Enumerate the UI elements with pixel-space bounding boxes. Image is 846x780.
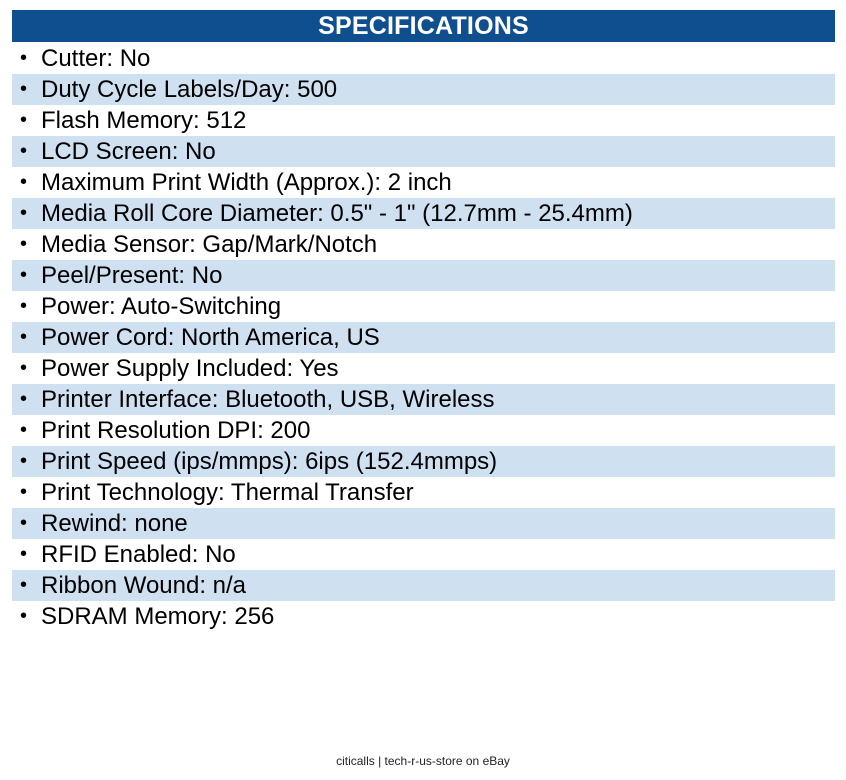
spec-text: Media Sensor: Gap/Mark/Notch — [41, 231, 378, 258]
spec-row: • Printer Interface: Bluetooth, USB, Wire… — [12, 384, 835, 415]
bullet-icon: • — [20, 140, 28, 162]
specifications-header: SPECIFICATIONS — [12, 10, 835, 42]
spec-text: Ribbon Wound: n/a — [41, 572, 247, 599]
bullet-icon: • — [20, 419, 28, 441]
bullet-icon: • — [20, 109, 28, 131]
spec-row: • Flash Memory: 512 — [12, 105, 835, 136]
spec-row: • Ribbon Wound: n/a — [12, 570, 835, 601]
spec-text: Cutter: No — [41, 45, 151, 72]
spec-text: Print Speed (ips/mmps): 6ips (152.4mmps) — [41, 448, 498, 475]
bullet-icon: • — [20, 295, 28, 317]
spec-text: LCD Screen: No — [41, 138, 216, 165]
footer-credit: citicalls | tech-r-us-store on eBay — [336, 754, 510, 768]
bullet-icon: • — [20, 450, 28, 472]
spec-text: RFID Enabled: No — [41, 541, 236, 568]
bullet-icon: • — [20, 171, 28, 193]
bullet-icon: • — [20, 481, 28, 503]
bullet-icon: • — [20, 264, 28, 286]
bullet-icon: • — [20, 78, 28, 100]
specifications-sheet: SPECIFICATIONS • Cutter: No • Duty Cycle L… — [12, 10, 835, 632]
spec-row: • Print Technology: Thermal Transfer — [12, 477, 835, 508]
bullet-icon: • — [20, 605, 28, 627]
spec-text: Print Technology: Thermal Transfer — [41, 479, 414, 506]
spec-row: • Cutter: No — [12, 43, 835, 74]
spec-text: Maximum Print Width (Approx.): 2 inch — [41, 169, 452, 196]
bullet-icon: • — [20, 388, 28, 410]
bullet-icon: • — [20, 326, 28, 348]
spec-row: • RFID Enabled: No — [12, 539, 835, 570]
bullet-icon: • — [20, 357, 28, 379]
spec-row: • LCD Screen: No — [12, 136, 835, 167]
bullet-icon: • — [20, 543, 28, 565]
spec-text: Power Supply Included: Yes — [41, 355, 339, 382]
spec-text: Printer Interface: Bluetooth, USB, Wirel… — [41, 386, 495, 413]
spec-row: • SDRAM Memory: 256 — [12, 601, 835, 632]
spec-text: Power: Auto-Switching — [41, 293, 282, 320]
spec-row: • Duty Cycle Labels/Day: 500 — [12, 74, 835, 105]
spec-row: • Maximum Print Width (Approx.): 2 inch — [12, 167, 835, 198]
spec-row: • Peel/Present: No — [12, 260, 835, 291]
spec-row: • Media Sensor: Gap/Mark/Notch — [12, 229, 835, 260]
bullet-icon: • — [20, 574, 28, 596]
specifications-list: • Cutter: No • Duty Cycle Labels/Day: 500 … — [12, 43, 835, 632]
spec-row: • Print Speed (ips/mmps): 6ips (152.4mmps… — [12, 446, 835, 477]
bullet-icon: • — [20, 233, 28, 255]
spec-text: Media Roll Core Diameter: 0.5" - 1" (12.… — [41, 200, 633, 227]
spec-text: Peel/Present: No — [41, 262, 223, 289]
spec-text: Duty Cycle Labels/Day: 500 — [41, 76, 338, 103]
spec-row: • Print Resolution DPI: 200 — [12, 415, 835, 446]
spec-row: • Power: Auto-Switching — [12, 291, 835, 322]
spec-text: Power Cord: North America, US — [41, 324, 380, 351]
spec-text: SDRAM Memory: 256 — [41, 603, 275, 630]
spec-row: • Power Supply Included: Yes — [12, 353, 835, 384]
spec-row: • Rewind: none — [12, 508, 835, 539]
spec-row: • Media Roll Core Diameter: 0.5" - 1" (12… — [12, 198, 835, 229]
bullet-icon: • — [20, 512, 28, 534]
spec-text: Flash Memory: 512 — [41, 107, 247, 134]
spec-row: • Power Cord: North America, US — [12, 322, 835, 353]
bullet-icon: • — [20, 202, 28, 224]
spec-text: Print Resolution DPI: 200 — [41, 417, 311, 444]
bullet-icon: • — [20, 47, 28, 69]
spec-text: Rewind: none — [41, 510, 188, 537]
